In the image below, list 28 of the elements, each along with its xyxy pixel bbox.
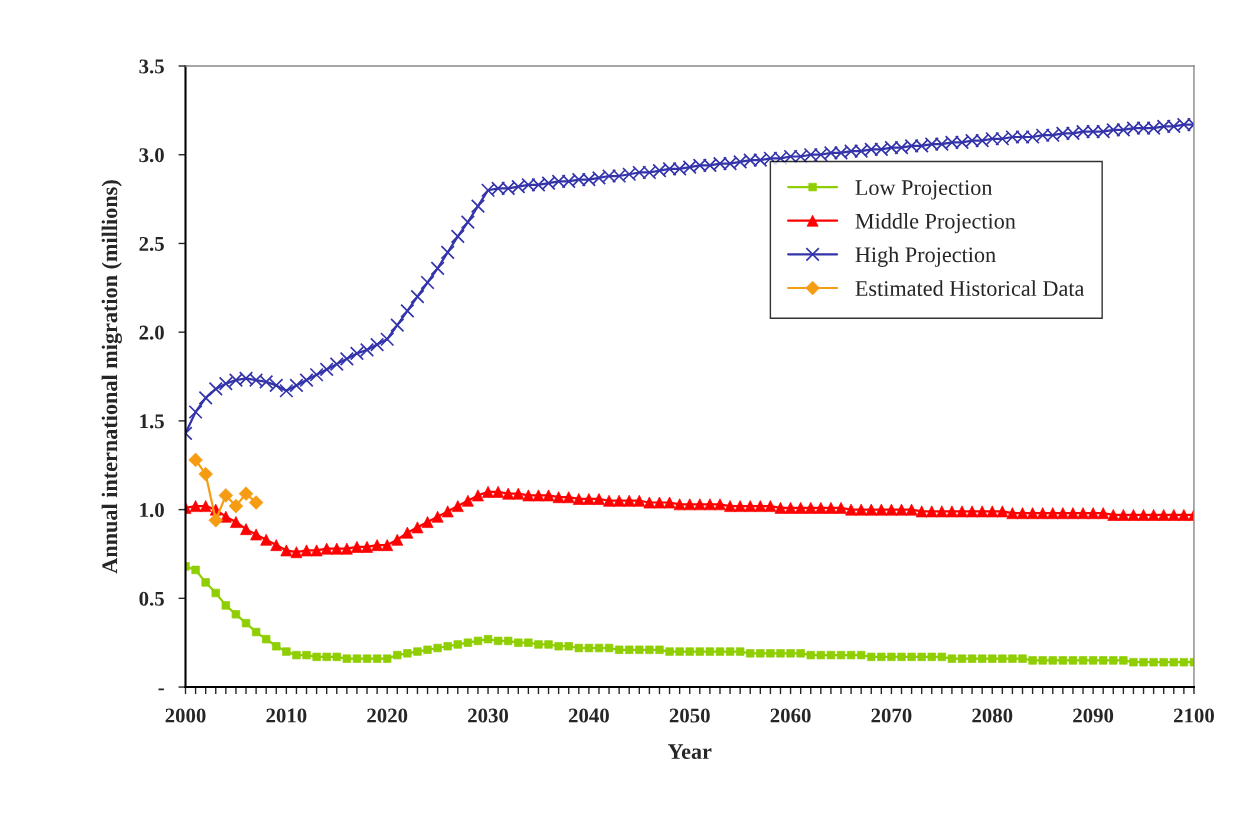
y-tick-label: 0.5 [139, 591, 164, 606]
y-tick-label: 2.0 [139, 325, 164, 340]
x-tick-label: 2000 [165, 708, 206, 723]
y-axis-title: Annual international migration (millions) [101, 180, 122, 574]
y-tick-label: 1.5 [140, 414, 164, 429]
y-tick-label: 3.0 [139, 148, 164, 163]
legend-label: Middle Projection [855, 213, 1016, 234]
point [238, 486, 254, 501]
x-tick-label: 2060 [770, 708, 811, 723]
legend-label: High Projection [855, 246, 996, 267]
x-tick-label: 2100 [1174, 708, 1214, 723]
x-tick-label: 2030 [468, 708, 509, 723]
legend-label: Low Projection [855, 180, 993, 200]
x-tick-label: 2090 [1073, 708, 1114, 723]
point [188, 452, 203, 468]
y-tick-label: 1.0 [140, 502, 164, 518]
y-tick-label: 2.5 [139, 236, 164, 251]
x-tick-label: 2070 [871, 708, 912, 723]
x-tick-label: 2080 [972, 708, 1013, 723]
x-tick-label: 2040 [568, 708, 609, 723]
y-tick-label: - [158, 688, 164, 691]
legend-label: Estimated Historical Data [855, 280, 1085, 296]
x-axis-title: Year [667, 744, 712, 760]
point [248, 495, 264, 510]
x-tick-label: 2010 [266, 708, 307, 723]
x-tick-label: 2020 [367, 708, 408, 723]
y-tick-label: 3.5 [139, 59, 164, 74]
x-tick-label: 2050 [669, 708, 710, 723]
